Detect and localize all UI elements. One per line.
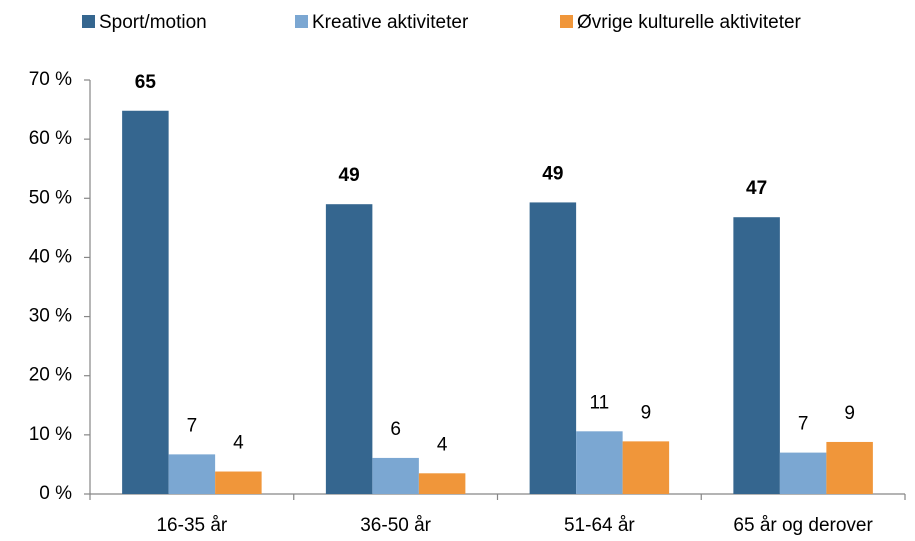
bar <box>122 110 169 495</box>
data-label: 49 <box>339 165 360 186</box>
y-tick-label: 0 % <box>39 483 72 504</box>
legend-label: Sport/motion <box>99 12 207 33</box>
data-label: 49 <box>542 163 563 184</box>
data-label: 4 <box>437 434 448 455</box>
data-label: 11 <box>590 392 610 413</box>
bar <box>826 441 873 494</box>
bar <box>372 457 419 494</box>
legend-swatch <box>295 15 308 28</box>
legend-swatch <box>82 15 95 28</box>
data-label: 65 <box>135 72 157 93</box>
x-tick-label: 51-64 år <box>564 515 635 536</box>
bar <box>418 473 466 494</box>
legend-label: Kreative aktiviteter <box>312 12 469 33</box>
bar <box>622 441 670 494</box>
bar <box>215 471 262 494</box>
bar <box>325 204 373 494</box>
x-tick-label: 65 år og derover <box>733 515 873 536</box>
y-tick-label: 10 % <box>29 424 72 445</box>
x-tick-label: 16-35 år <box>156 515 227 536</box>
y-tick-label: 50 % <box>29 187 72 208</box>
data-label: 9 <box>641 402 652 423</box>
bar <box>168 454 216 494</box>
y-tick-label: 20 % <box>29 365 72 386</box>
bar <box>779 452 827 494</box>
y-tick-label: 30 % <box>29 306 72 327</box>
bar <box>529 202 577 494</box>
x-tick-label: 36-50 år <box>360 515 431 536</box>
legend-label: Øvrige kulturelle aktiviteter <box>577 12 802 33</box>
y-tick-label: 70 % <box>29 69 72 90</box>
y-tick-label: 60 % <box>29 128 72 149</box>
y-tick-label: 40 % <box>29 246 72 267</box>
legend-swatch <box>560 15 573 28</box>
data-label: 9 <box>844 403 855 424</box>
bar <box>733 217 780 494</box>
data-label: 6 <box>390 419 401 440</box>
bar <box>576 431 623 494</box>
data-label: 47 <box>746 178 767 199</box>
data-label: 7 <box>798 414 809 435</box>
data-label: 7 <box>187 415 198 436</box>
data-label: 4 <box>233 433 244 454</box>
